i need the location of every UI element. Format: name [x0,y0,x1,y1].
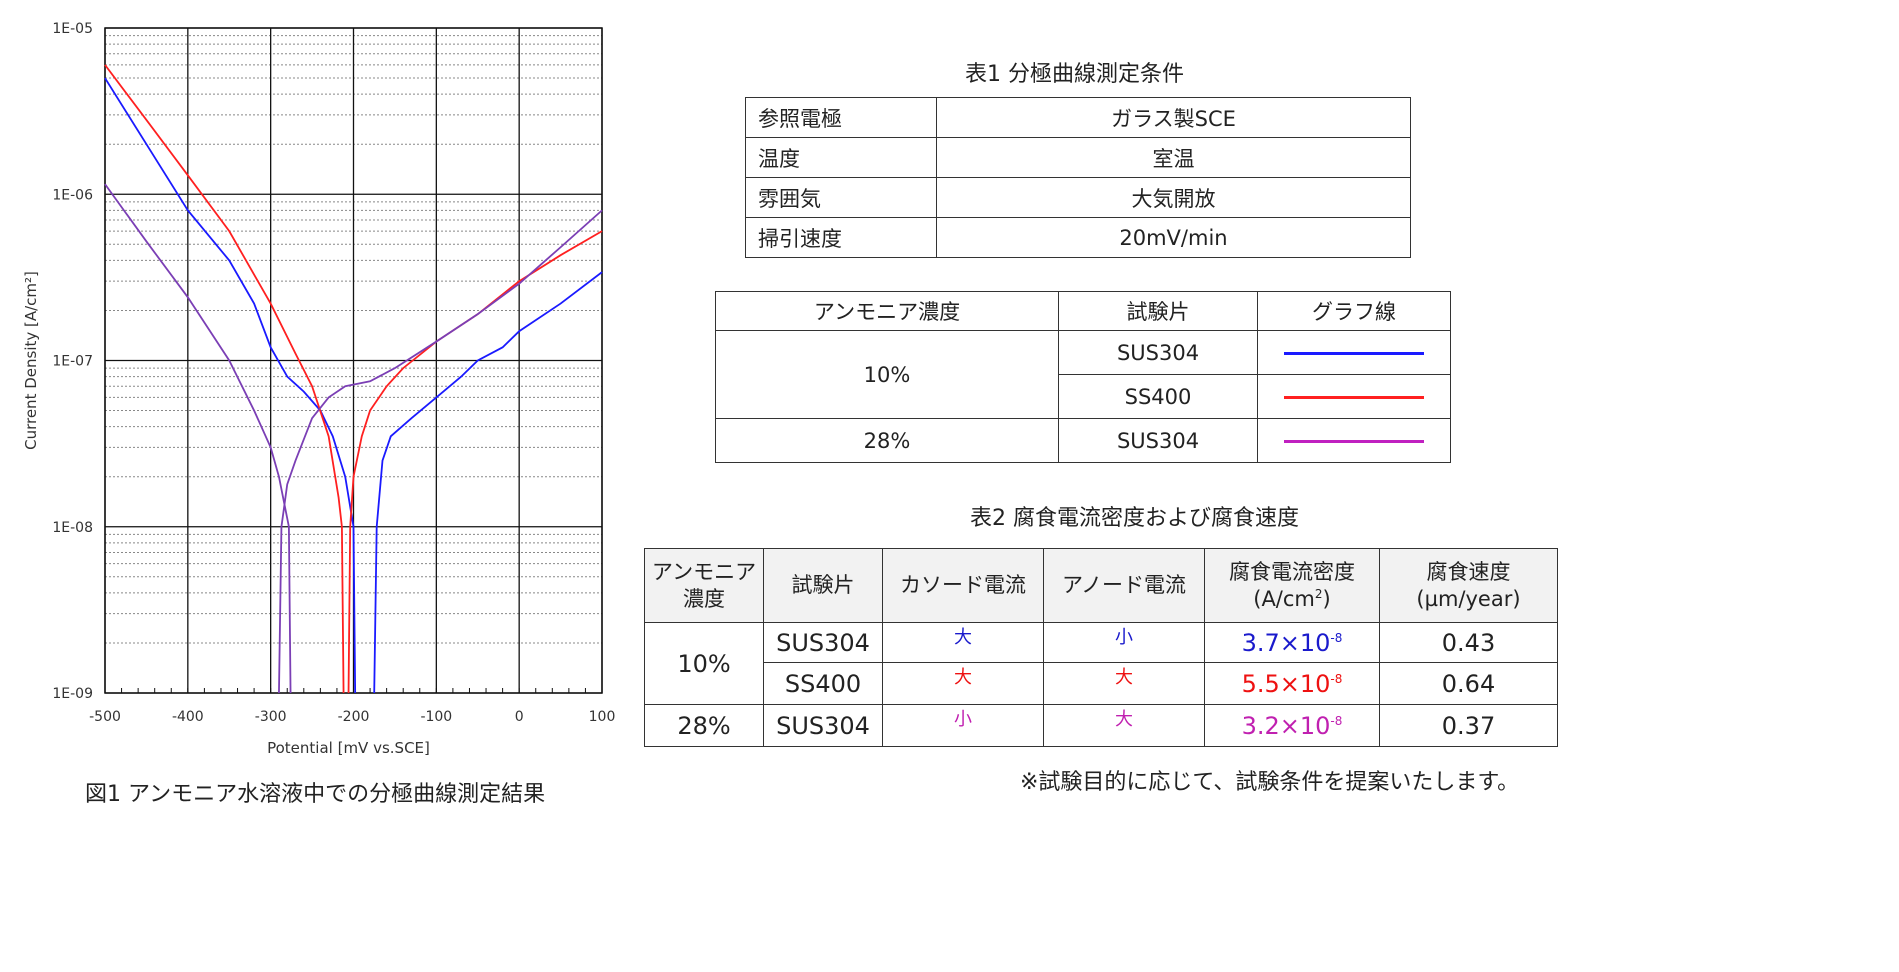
condition-label: 温度 [745,137,937,178]
y-tick-label: 1E-07 [52,354,93,370]
cathode-current-cell: 大 [882,622,1044,663]
condition-value: 大気開放 [936,177,1411,218]
graph-line-cell [1257,330,1451,375]
density-exponent: -8 [1330,671,1343,686]
legend-line-swatch [1284,396,1424,399]
y-tick-label: 1E-09 [52,686,93,702]
graph-legend-table: アンモニア濃度 試験片 グラフ線 10% SUS304 SS400 28% SUS304 [715,291,1451,463]
x-tick-label: -500 [89,709,121,725]
header-specimen: 試験片 [763,548,883,623]
table2-title: 表2 腐食電流密度および腐食速度 [970,506,1299,531]
table-row: 28% SUS304 小大 3.2×10-8 0.37 [644,704,1558,747]
density-value: 5.5×10 [1241,669,1331,698]
series-1-branch-0 [104,64,345,694]
plot-frame [104,27,603,694]
density-exponent: -8 [1330,713,1343,728]
cathode-current-cell: 大 [882,662,1044,705]
graph-line-cell [1257,374,1451,419]
y-tick-label: 1E-06 [52,187,93,203]
table-row: 掃引速度 20mV/min [745,217,1411,258]
x-tick-label: -400 [172,709,204,725]
concentration-cell: 10% [644,622,764,705]
specimen-cell: SUS304 [763,704,883,747]
condition-label: 雰囲気 [745,177,937,218]
concentration-cell: 28% [644,704,764,747]
table-header-row: アンモニア濃度 試験片 グラフ線 [715,291,1451,331]
footnote: ※試験目的に応じて、試験条件を提案いたします。 [1020,770,1520,795]
concentration-cell: 10% [715,330,1059,419]
header-cathode: カソード電流 [882,548,1044,623]
table1-title: 表1 分極曲線測定条件 [965,62,1184,87]
specimen-cell: SS400 [763,662,883,705]
header-concentration: アンモニア 濃度 [644,548,764,623]
series-2-branch-1 [278,209,603,694]
corrosion-rate-cell: 0.64 [1379,662,1558,705]
cathode-current-cell: 小 [882,704,1044,747]
figure-caption: 図1 アンモニア水溶液中での分極曲線測定結果 [85,782,546,807]
header-density: 腐食電流密度 (A/cm2) [1204,548,1380,623]
density-exponent: -8 [1330,630,1343,645]
specimen-cell: SS400 [1058,374,1258,419]
x-tick-label: -100 [420,709,452,725]
corrosion-rate-cell: 0.37 [1379,704,1558,747]
header-anode: アノード電流 [1043,548,1205,623]
series-0-branch-0 [104,77,357,694]
corrosion-density-cell: 5.5×10-8 [1204,662,1380,705]
anode-current-cell: 大 [1043,704,1205,747]
legend-line-swatch [1284,352,1424,355]
condition-label: 参照電極 [745,97,937,138]
condition-value: ガラス製SCE [936,97,1411,138]
table-row: SS400 大大 5.5×10-8 0.64 [645,662,1558,705]
table-row: 10% SUS304 大小 3.7×10-8 0.43 [644,622,1558,705]
x-tick-label: 100 [589,709,616,725]
table-row: 温度 室温 [745,137,1411,178]
x-axis-label: Potential [mV vs.SCE] [267,739,430,757]
x-tick-label: 0 [515,709,524,725]
x-tick-label: -300 [255,709,287,725]
legend-header: 試験片 [1058,291,1258,331]
table-row: 雰囲気 大気開放 [745,177,1411,218]
series-0-branch-1 [373,271,603,694]
density-value: 3.7×10 [1241,628,1331,657]
anode-current-cell: 小 [1043,622,1205,663]
x-tick-label: -200 [338,709,370,725]
specimen-cell: SUS304 [1058,330,1258,375]
concentration-cell: 28% [715,418,1059,463]
graph-line-cell [1257,418,1451,463]
series-2-branch-0 [104,183,292,694]
anode-current-cell: 大 [1043,662,1205,705]
specimen-cell: SUS304 [763,622,883,663]
legend-header: アンモニア濃度 [715,291,1059,331]
corrosion-rate-cell: 0.43 [1379,622,1558,663]
measurement-conditions-table: 参照電極 ガラス製SCE 温度 室温 雰囲気 大気開放 掃引速度 20mV/min [745,97,1411,258]
density-value: 3.2×10 [1241,711,1331,740]
y-tick-label: 1E-05 [52,21,93,37]
legend-line-swatch [1284,440,1424,443]
table-row: 参照電極 ガラス製SCE [745,97,1411,138]
condition-label: 掃引速度 [745,217,937,258]
header-rate: 腐食速度 (µm/year) [1379,548,1558,623]
y-axis-label: Current Density [A/cm²] [22,271,40,450]
polarization-chart: -500 -400 -300 -200 -100 0 100 1E-05 1E-06 1E-07 1… [22,21,616,757]
specimen-cell: SUS304 [1058,418,1258,463]
table-row: SS400 [716,374,1451,419]
corrosion-density-cell: 3.2×10-8 [1204,704,1380,747]
table-row: 10% SUS304 [715,330,1451,419]
corrosion-density-cell: 3.7×10-8 [1204,622,1380,663]
condition-value: 室温 [936,137,1411,178]
table-row: 28% SUS304 [715,418,1451,463]
y-tick-label: 1E-08 [52,520,93,536]
corrosion-rate-table: アンモニア 濃度 試験片 カソード電流 アノード電流 腐食電流密度 (A/cm2) … [644,548,1558,747]
condition-value: 20mV/min [936,217,1411,258]
legend-header: グラフ線 [1257,291,1451,331]
